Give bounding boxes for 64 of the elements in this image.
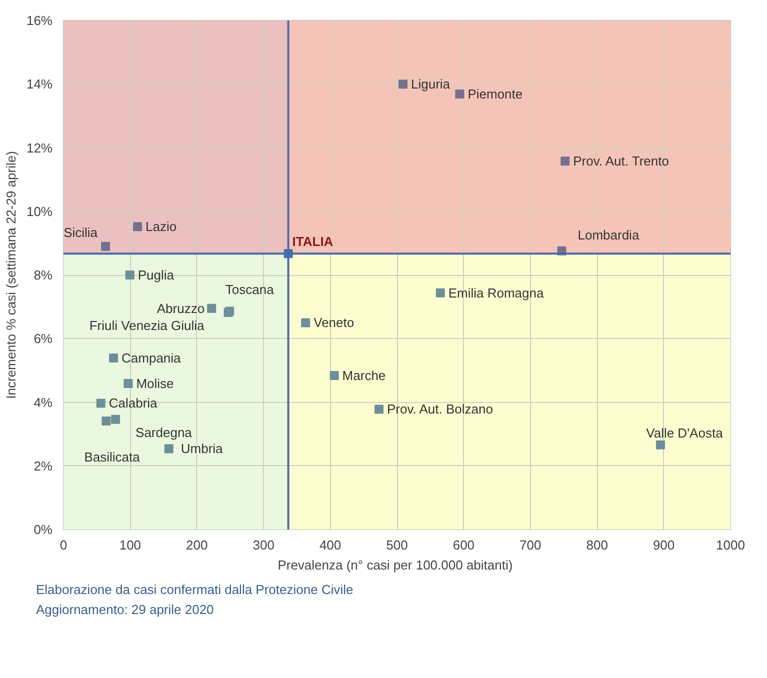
y-tick-label: 6% bbox=[34, 331, 53, 346]
annotation: Basilicata bbox=[84, 450, 141, 465]
annotation: Marche bbox=[342, 368, 386, 384]
annotation: Piemonte bbox=[468, 86, 523, 102]
point bbox=[455, 89, 464, 98]
y-tick-label: 8% bbox=[34, 268, 53, 282]
y-tick-label: 10% bbox=[26, 204, 53, 219]
point bbox=[436, 288, 445, 298]
point bbox=[656, 440, 665, 450]
annotation: Lazio bbox=[146, 219, 177, 234]
y-tick-label: 2% bbox=[34, 458, 53, 474]
annotation: Friuli Venezia Giulia bbox=[89, 318, 206, 334]
point bbox=[96, 398, 106, 408]
x-tick-label: 300 bbox=[252, 538, 274, 552]
annotation: Emilia Romagna bbox=[448, 285, 544, 300]
text: Aggiornamento: 29 aprile 2020 bbox=[36, 602, 214, 617]
annotation: Sicilia bbox=[64, 224, 98, 240]
x-tick-label: 0 bbox=[60, 538, 68, 552]
annotation: Molise bbox=[136, 376, 174, 391]
y-tick-label: 14% bbox=[26, 76, 53, 92]
x-tick-label: 500 bbox=[386, 538, 408, 552]
point bbox=[109, 354, 118, 363]
x-tick-label: 700 bbox=[520, 538, 542, 552]
point bbox=[164, 444, 174, 454]
point bbox=[374, 404, 384, 414]
x-tick-label: 400 bbox=[319, 538, 342, 552]
point bbox=[301, 318, 310, 328]
point bbox=[124, 378, 133, 388]
y-tick-label: 0% bbox=[34, 522, 53, 537]
x-tick-label: 600 bbox=[452, 538, 475, 552]
x-tick-label: 1000 bbox=[716, 538, 745, 552]
annotation: Puglia bbox=[138, 268, 175, 282]
annotation: Umbria bbox=[180, 441, 224, 456]
annotation: Toscana bbox=[225, 282, 275, 297]
point bbox=[560, 156, 570, 166]
point bbox=[101, 242, 110, 251]
annotation: Valle D'Aosta bbox=[646, 425, 724, 440]
x-tick-label: 800 bbox=[586, 538, 608, 552]
y-tick-label: 12% bbox=[26, 140, 53, 156]
x-tick-label: 100 bbox=[119, 538, 142, 552]
point bbox=[207, 304, 216, 313]
point bbox=[125, 270, 134, 280]
point bbox=[102, 416, 111, 426]
point bbox=[133, 222, 142, 232]
y-tick-label: 4% bbox=[34, 394, 53, 410]
annotation: ITALIA bbox=[292, 234, 334, 250]
annotation: Prov. Aut. Bolzano bbox=[386, 402, 493, 417]
annotation: Sardegna bbox=[136, 424, 193, 440]
annotation: Campania bbox=[122, 350, 182, 366]
point bbox=[330, 371, 339, 380]
annotation: Lombardia bbox=[578, 227, 640, 242]
annotation: Veneto bbox=[314, 315, 354, 330]
annotation: Abruzzo bbox=[156, 300, 205, 316]
x-tick-label: 200 bbox=[186, 538, 208, 552]
x-axis-title: Prevalenza (n° casi per 100.000 abitanti) bbox=[278, 558, 513, 572]
text: Elaborazione da casi confermati dalla Protezione Civile bbox=[36, 582, 354, 597]
annotation: Liguria bbox=[411, 76, 451, 92]
annotation: Prov. Aut. Trento bbox=[573, 154, 669, 169]
x-tick-label: 900 bbox=[652, 538, 675, 552]
point bbox=[111, 414, 120, 424]
y-tick-label: 16% bbox=[26, 13, 53, 28]
annotation: Calabria bbox=[108, 396, 158, 411]
point bbox=[398, 80, 408, 89]
y-axis-title: Incremento % casi (settimana 22-29 aprile) bbox=[3, 151, 18, 399]
